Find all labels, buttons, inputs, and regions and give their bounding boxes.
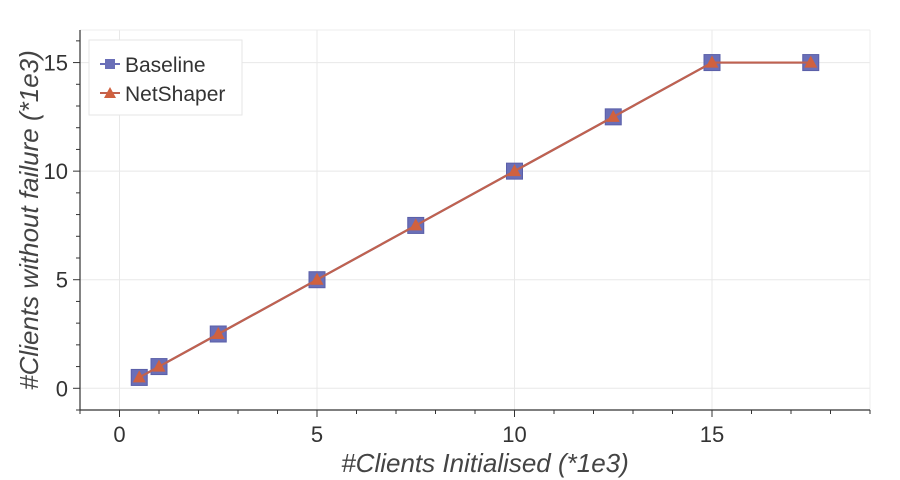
netshaper-triangle-point	[606, 109, 620, 122]
legend-netshaper-triangle-marker	[104, 87, 116, 98]
netshaper-triangle-point	[409, 218, 423, 231]
legend-baseline-label: Baseline	[125, 54, 206, 77]
x-tick-label: 15	[700, 422, 724, 447]
series-netshaper	[132, 55, 818, 383]
grid-lines	[80, 30, 870, 410]
x-tick-label: 10	[502, 422, 526, 447]
netshaper-triangle-point	[211, 327, 225, 339]
netshaper-triangle-point	[705, 55, 719, 68]
legend-box	[88, 39, 243, 116]
netshaper-triangle-point	[132, 370, 146, 383]
series-layer	[130, 54, 820, 386]
legend-item-netshaper: NetShaper	[100, 83, 225, 106]
legend-baseline-square-marker	[105, 59, 115, 69]
legend-item-baseline: Baseline	[100, 54, 206, 77]
x-axis-ticks: 0 5 10 15	[79, 410, 871, 447]
y-axis-title: #Clients without failure (*1e3)	[14, 50, 44, 390]
y-tick-label: 10	[44, 159, 68, 184]
legend-netshaper-label: NetShaper	[125, 83, 225, 106]
y-axis-ticks: 0 5 10 15	[44, 40, 80, 411]
y-tick-label: 0	[56, 376, 68, 401]
netshaper-triangle-point	[310, 272, 324, 285]
netshaper-triangle-point	[804, 55, 818, 68]
y-tick-label: 15	[44, 51, 68, 76]
legend: Baseline NetShaper	[88, 39, 243, 116]
netshaper-triangle-point	[152, 359, 166, 372]
x-tick-label: 5	[311, 422, 323, 447]
x-axis-title: #Clients Initialised (*1e3)	[341, 448, 629, 478]
y-tick-label: 5	[56, 268, 68, 293]
x-tick-label: 0	[113, 422, 125, 447]
netshaper-triangle-point	[508, 164, 521, 177]
